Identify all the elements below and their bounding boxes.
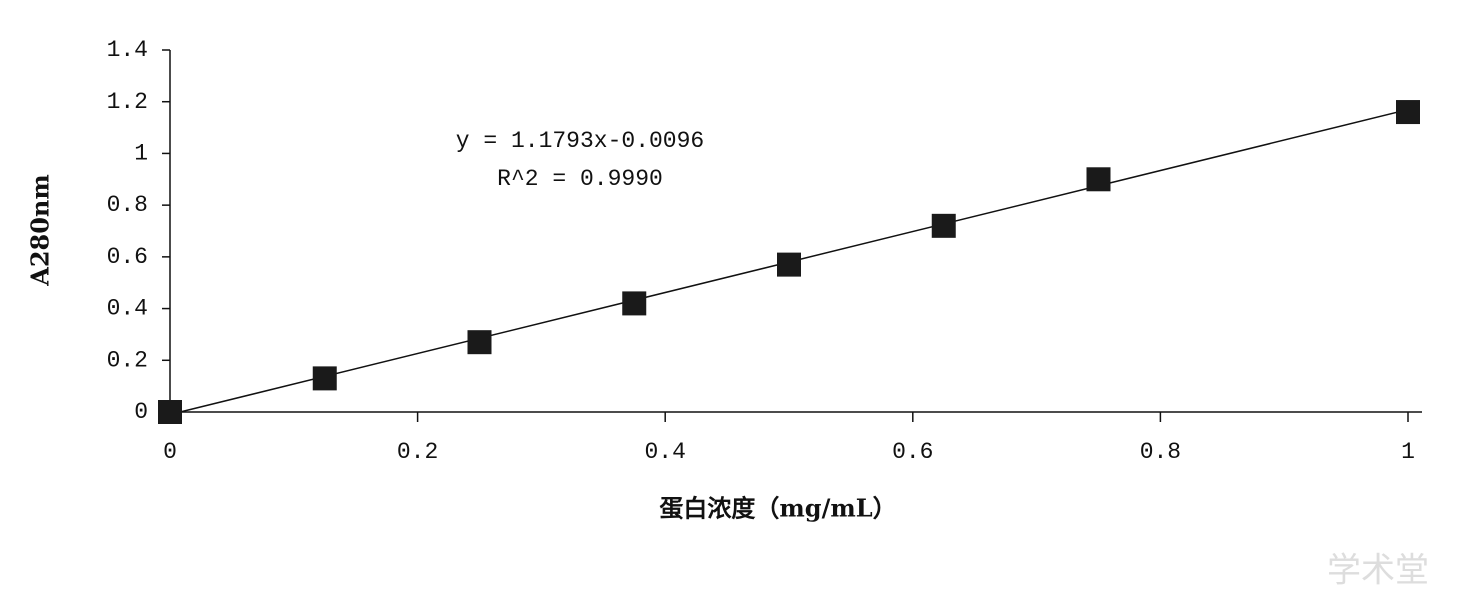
x-tick-label: 0.8 — [1140, 439, 1181, 465]
y-tick-label: 0.8 — [107, 192, 148, 218]
annotation: y = 1.1793x-0.0096 — [456, 128, 704, 154]
y-axis-label: A280nm — [26, 174, 55, 287]
annotation: R^2 = 0.9990 — [497, 166, 663, 192]
marker — [931, 213, 956, 238]
x-tick-label: 0.2 — [397, 439, 438, 465]
marker — [467, 330, 492, 355]
x-tick-label: 0.4 — [644, 439, 685, 465]
y-tick-label: 1.2 — [107, 89, 148, 115]
x-axis-label: 蛋白浓度（mg/mL） — [659, 494, 896, 523]
marker — [1396, 100, 1420, 125]
y-tick-label: 0.6 — [107, 244, 148, 270]
marker — [158, 400, 182, 424]
y-tick-label: 0.2 — [107, 347, 148, 373]
x-tick-label: 0 — [163, 439, 177, 465]
marker — [312, 366, 337, 391]
watermark: 学术堂 — [1327, 551, 1429, 591]
marker — [1086, 167, 1111, 192]
y-tick-label: 1.4 — [107, 37, 148, 63]
marker — [777, 252, 801, 277]
x-tick-label: 1 — [1401, 439, 1415, 465]
y-tick-label: 0.4 — [107, 296, 148, 322]
y-tick-label: 1 — [134, 141, 148, 167]
x-tick-label: 0.6 — [892, 439, 933, 465]
marker — [622, 291, 647, 316]
y-tick-label: 0 — [134, 399, 148, 425]
